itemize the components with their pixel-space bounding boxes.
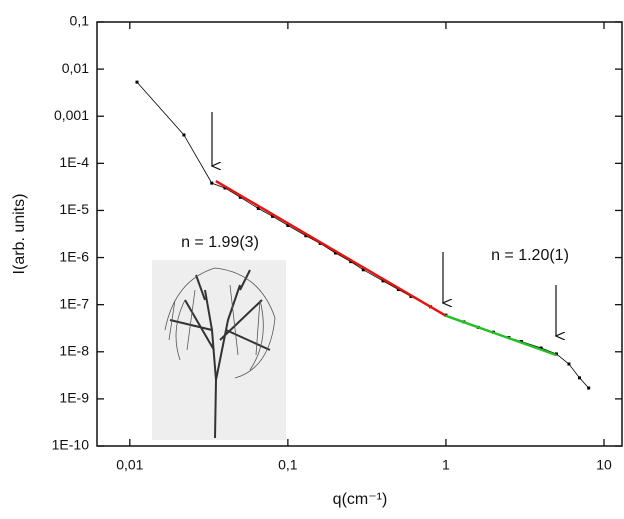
x-tick-label: 10 [596, 457, 612, 473]
y-tick-label: 1E-5 [59, 201, 89, 217]
x-tick-label: 0,01 [116, 457, 143, 473]
arrows [212, 112, 556, 336]
data-point [210, 181, 214, 185]
data-point [271, 214, 275, 218]
data-point [578, 376, 582, 380]
data-point [587, 386, 591, 390]
data-point [223, 186, 227, 190]
y-tick-label: 1E-7 [59, 295, 89, 311]
y-tick-label: 1E-10 [52, 437, 90, 453]
data-point [256, 206, 260, 210]
data-point [304, 234, 308, 238]
annotation: n = 1.20(1) [491, 247, 569, 264]
fit-line [215, 180, 447, 317]
data-point [286, 223, 290, 227]
x-tick-label: 1 [442, 457, 450, 473]
plot-frame [96, 21, 623, 447]
y-tick-label: 0,01 [62, 60, 89, 76]
x-tick-label: 0,1 [278, 457, 298, 473]
data-point [333, 251, 337, 255]
fit-line [445, 314, 557, 357]
tree-drawing [164, 267, 276, 439]
data-line [136, 81, 589, 389]
data-point [182, 133, 186, 137]
y-tick-label: 1E-4 [59, 154, 89, 170]
data-point [539, 346, 543, 350]
data-point [396, 287, 400, 291]
annotation: n = 1.99(3) [181, 234, 259, 251]
data-point [238, 195, 242, 199]
y-tick-label: 1E-6 [59, 248, 89, 264]
y-tick-label: 1E-8 [59, 342, 89, 358]
data-point [567, 362, 571, 366]
y-axis-label: I(arb. units) [11, 194, 28, 275]
data-point [349, 260, 353, 264]
x-axis-label: q(cm⁻¹) [333, 491, 388, 508]
data-point [381, 279, 385, 283]
y-tick-label: 1E-9 [59, 390, 89, 406]
data-point [135, 80, 139, 84]
data-point [361, 268, 365, 272]
tree-photo [152, 260, 286, 440]
y-tick-label: 0,1 [70, 13, 90, 29]
y-tick-label: 0,001 [54, 107, 89, 123]
